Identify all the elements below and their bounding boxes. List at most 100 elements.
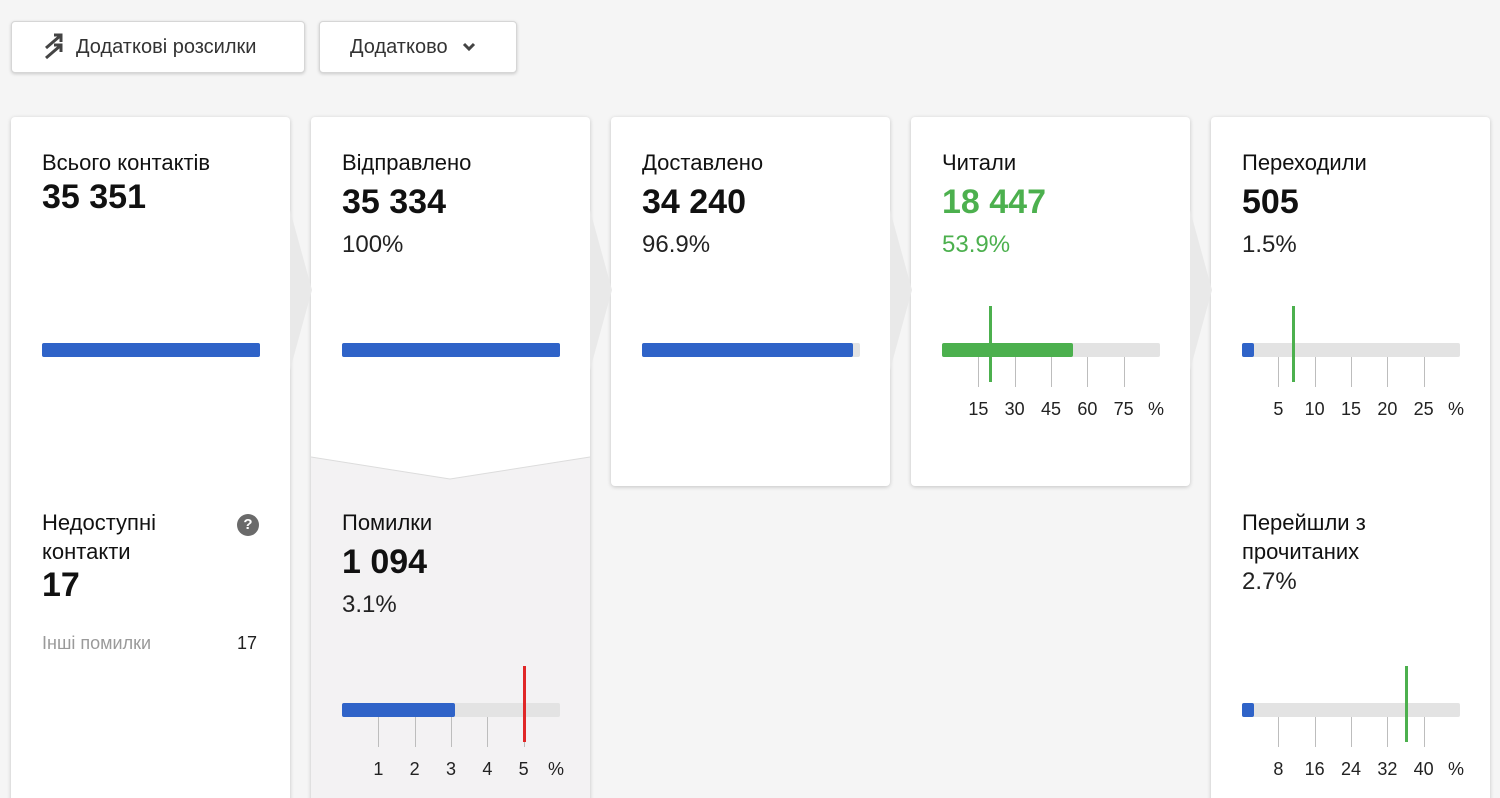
scale-tick bbox=[1423, 357, 1425, 387]
total-contacts-label: Всього контактів bbox=[42, 150, 211, 175]
read-label: Читали bbox=[942, 150, 1017, 175]
scale-tick bbox=[1123, 357, 1125, 387]
scale-tick bbox=[414, 717, 416, 747]
funnel-arrow bbox=[590, 210, 612, 370]
errors-progress-bar bbox=[342, 703, 560, 717]
clicked-progress-bar bbox=[1242, 343, 1460, 357]
sent-card: Відправлено 35 334 100% Помилки 1 094 3.… bbox=[311, 117, 590, 798]
scale-tick bbox=[1387, 357, 1389, 387]
funnel-arrow bbox=[890, 210, 912, 370]
scale-tick bbox=[1314, 357, 1316, 387]
scale-tick-label: % bbox=[1147, 399, 1165, 419]
unavailable-contacts-label: Недоступні контакти bbox=[42, 510, 156, 564]
scale-tick bbox=[487, 717, 489, 747]
funnel-arrow bbox=[1190, 210, 1212, 370]
scale-tick-label: 2 bbox=[409, 759, 420, 779]
sent-label: Відправлено bbox=[342, 150, 472, 175]
read-benchmark-marker bbox=[989, 306, 993, 382]
errors-panel-divider bbox=[311, 453, 590, 480]
scale-tick bbox=[1087, 357, 1089, 387]
scale-tick-label: % bbox=[547, 759, 565, 779]
clicked-of-read-percent: 2.7% bbox=[1242, 568, 1297, 595]
read-progress-fill bbox=[942, 343, 1073, 357]
scale-tick bbox=[1314, 717, 1316, 747]
total-progress-fill bbox=[42, 343, 260, 357]
scale-tick-label: 8 bbox=[1273, 759, 1284, 779]
delivered-percent: 96.9% bbox=[642, 231, 711, 258]
errors-label: Помилки bbox=[342, 510, 433, 535]
scale-tick bbox=[1051, 357, 1052, 387]
total-progress-bar bbox=[42, 343, 260, 357]
other-errors-label: Інші помилки bbox=[42, 633, 152, 653]
read-percent: 53.9% bbox=[942, 231, 1011, 258]
scale-tick bbox=[1278, 717, 1280, 747]
scale-tick-label: 15 bbox=[1340, 399, 1362, 419]
sent-progress-bar bbox=[342, 343, 560, 357]
sent-percent: 100% bbox=[342, 231, 404, 258]
chevron-down-icon bbox=[462, 42, 475, 52]
shuffle-arrows-icon bbox=[45, 33, 63, 60]
sent-value: 35 334 bbox=[342, 183, 446, 221]
delivered-value: 34 240 bbox=[642, 183, 746, 221]
delivered-label: Доставлено bbox=[642, 150, 764, 175]
delivered-progress-fill bbox=[642, 343, 854, 357]
clicked-percent: 1.5% bbox=[1242, 231, 1297, 258]
scale-tick-label: 20 bbox=[1377, 399, 1398, 419]
scale-tick bbox=[978, 357, 980, 387]
clicked-value: 505 bbox=[1242, 183, 1299, 221]
scale-tick-label: 4 bbox=[482, 759, 493, 779]
additional-mailings-button[interactable]: Додаткові розсилки bbox=[11, 21, 305, 73]
scale-tick-label: 24 bbox=[1340, 759, 1362, 779]
read-value: 18 447 bbox=[942, 183, 1046, 221]
clicked-benchmark-marker bbox=[1291, 306, 1295, 382]
scale-tick-label: 1 bbox=[373, 759, 384, 779]
errors-progress-fill bbox=[342, 703, 455, 717]
errors-panel bbox=[311, 457, 590, 798]
clicked-of-read-progress-bar bbox=[1242, 703, 1460, 717]
scale-tick bbox=[1423, 717, 1425, 747]
scale-tick-label: 16 bbox=[1304, 759, 1325, 779]
errors-benchmark-marker bbox=[522, 666, 526, 742]
scale-tick-label: 5 bbox=[518, 759, 529, 779]
sent-progress-fill bbox=[342, 343, 560, 357]
scale-tick-label: 30 bbox=[1004, 399, 1025, 419]
help-icon[interactable]: ? bbox=[237, 514, 259, 536]
delivered-card: Доставлено 34 240 96.9% bbox=[611, 117, 890, 486]
scale-tick-label: 15 bbox=[968, 399, 989, 419]
clicked-of-read-benchmark-marker bbox=[1404, 666, 1408, 742]
clicked-of-read-progress-fill bbox=[1242, 703, 1255, 717]
clicked-progress-fill bbox=[1242, 343, 1254, 357]
scale-tick-label: 45 bbox=[1040, 399, 1062, 419]
clicked-of-read-label: Перейшли з прочитаних bbox=[1242, 510, 1366, 564]
scale-tick bbox=[378, 717, 380, 747]
read-progress-bar bbox=[942, 343, 1160, 357]
scale-tick bbox=[1387, 717, 1389, 747]
more-dropdown-button[interactable]: Додатково bbox=[319, 21, 517, 73]
errors-percent: 3.1% bbox=[342, 591, 397, 618]
scale-tick bbox=[1351, 357, 1352, 387]
scale-tick-label: 25 bbox=[1413, 399, 1434, 419]
more-dropdown-label: Додатково bbox=[350, 35, 448, 58]
scale-tick-label: 5 bbox=[1273, 399, 1284, 419]
additional-mailings-label: Додаткові розсилки bbox=[76, 35, 257, 58]
scale-tick bbox=[1014, 357, 1016, 387]
scale-tick-label: % bbox=[1447, 759, 1465, 779]
delivered-progress-bar bbox=[642, 343, 860, 357]
scale-tick-label: 40 bbox=[1413, 759, 1434, 779]
scale-tick-label: 3 bbox=[445, 759, 457, 779]
scale-tick bbox=[1351, 717, 1352, 747]
scale-tick-label: 10 bbox=[1304, 399, 1325, 419]
total-contacts-value: 35 351 bbox=[42, 178, 146, 216]
unavailable-contacts-value: 17 bbox=[42, 566, 80, 604]
scale-tick bbox=[1278, 357, 1280, 387]
scale-tick-label: 60 bbox=[1077, 399, 1098, 419]
errors-value: 1 094 bbox=[342, 543, 428, 581]
clicked-card: Переходили 505 1.5% Перейшли з прочитани… bbox=[1211, 117, 1490, 798]
scale-tick bbox=[451, 717, 452, 747]
scale-tick-label: 75 bbox=[1113, 399, 1134, 419]
read-card: Читали 18 447 53.9% 15 30 45 60 75% bbox=[911, 117, 1190, 486]
scale-tick-label: % bbox=[1447, 399, 1465, 419]
funnel-arrow bbox=[290, 210, 312, 370]
clicked-label: Переходили bbox=[1242, 150, 1367, 175]
total-contacts-card: Всього контактів 35 351 Недоступні конта… bbox=[11, 117, 290, 798]
